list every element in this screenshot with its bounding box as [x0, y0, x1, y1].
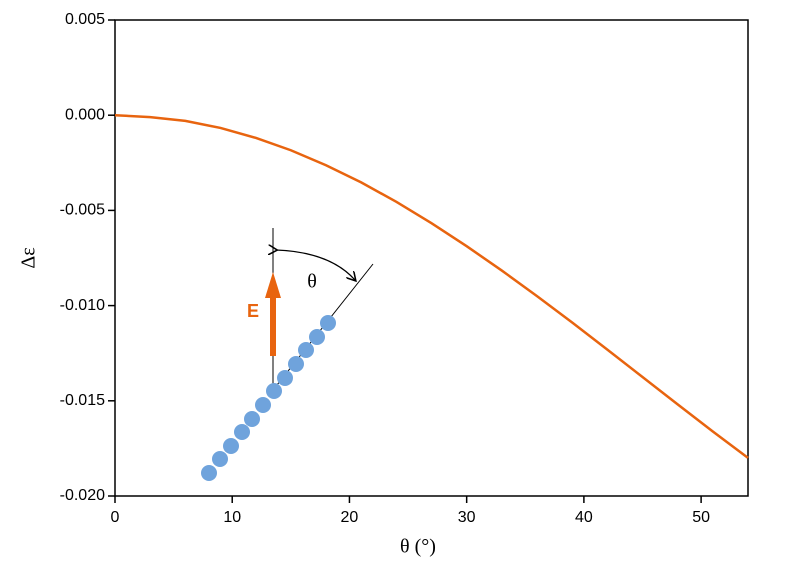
- angle-label: θ: [307, 271, 317, 293]
- y-tick-label: -0.015: [60, 392, 105, 409]
- field-label: E: [247, 301, 259, 321]
- x-tick-label: 20: [341, 509, 359, 526]
- y-tick-label: -0.020: [60, 487, 105, 504]
- x-tick-label: 30: [458, 509, 476, 526]
- inset-illustration: [201, 228, 374, 481]
- x-tick-label: 40: [575, 509, 593, 526]
- x-tick-label: 50: [692, 509, 710, 526]
- plot-frame: [114, 19, 749, 497]
- x-tick-label: 10: [223, 509, 241, 526]
- y-tick-label: -0.005: [60, 202, 105, 219]
- y-axis-label: Δε: [18, 247, 40, 268]
- x-tick-label: 0: [111, 509, 120, 526]
- y-tick-label: 0.000: [65, 106, 105, 123]
- y-tick-label: 0.005: [65, 11, 105, 28]
- data-line: [114, 113, 749, 459]
- x-axis-label: θ (°): [400, 536, 436, 558]
- y-tick-label: -0.010: [60, 297, 105, 314]
